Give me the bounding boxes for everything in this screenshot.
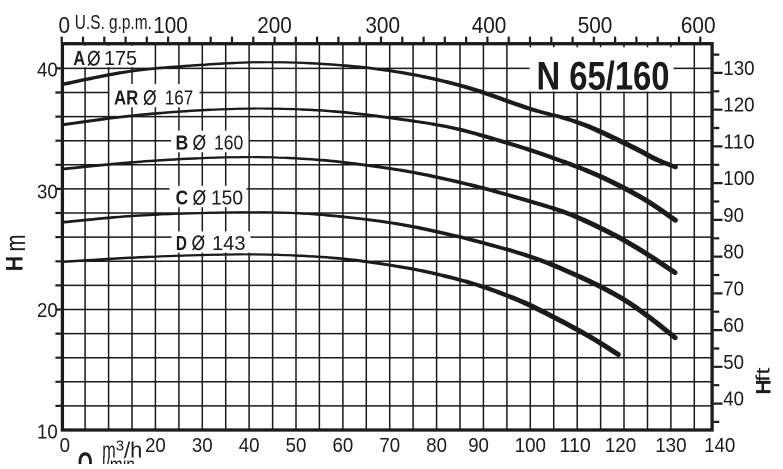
svg-text:B: B bbox=[176, 131, 189, 154]
svg-text:3: 3 bbox=[116, 437, 124, 454]
svg-text:167: 167 bbox=[165, 87, 193, 110]
svg-text:130: 130 bbox=[723, 57, 754, 80]
svg-text:110: 110 bbox=[723, 130, 754, 153]
svg-text:70: 70 bbox=[379, 434, 400, 457]
svg-text:U.S. g.p.m.: U.S. g.p.m. bbox=[75, 11, 152, 34]
svg-text:130: 130 bbox=[655, 434, 686, 457]
svg-text:90: 90 bbox=[723, 204, 744, 227]
svg-text:600: 600 bbox=[681, 12, 716, 38]
svg-text:100: 100 bbox=[153, 12, 188, 38]
svg-text:10: 10 bbox=[37, 420, 58, 443]
svg-text:40: 40 bbox=[723, 388, 744, 411]
svg-text:90: 90 bbox=[468, 434, 489, 457]
svg-text:200: 200 bbox=[257, 12, 292, 38]
svg-text:Q: Q bbox=[78, 448, 93, 465]
svg-text:150: 150 bbox=[211, 187, 243, 210]
svg-text:m: m bbox=[0, 235, 32, 252]
svg-text:175: 175 bbox=[104, 47, 137, 70]
svg-text:110: 110 bbox=[560, 434, 591, 457]
svg-text:60: 60 bbox=[723, 314, 744, 337]
svg-text:m: m bbox=[102, 438, 116, 463]
svg-text:A: A bbox=[73, 47, 85, 70]
svg-text:H: H bbox=[1, 256, 28, 272]
svg-text:400: 400 bbox=[472, 12, 507, 38]
svg-text:D: D bbox=[176, 232, 187, 255]
svg-text:70: 70 bbox=[723, 277, 744, 300]
svg-text:0: 0 bbox=[58, 12, 70, 38]
svg-text:160: 160 bbox=[214, 131, 243, 154]
svg-text:N 65/160: N 65/160 bbox=[537, 55, 670, 99]
svg-text:20: 20 bbox=[145, 434, 166, 457]
svg-text:l/min: l/min bbox=[102, 454, 135, 465]
svg-text:40: 40 bbox=[37, 59, 58, 82]
svg-text:H: H bbox=[752, 380, 775, 395]
svg-text:120: 120 bbox=[723, 94, 754, 117]
svg-text:50: 50 bbox=[723, 351, 744, 374]
svg-text:80: 80 bbox=[723, 241, 744, 264]
svg-text:50: 50 bbox=[286, 434, 307, 457]
svg-text:20: 20 bbox=[37, 299, 58, 322]
svg-text:300: 300 bbox=[365, 12, 400, 38]
svg-text:100: 100 bbox=[515, 434, 546, 457]
svg-text:80: 80 bbox=[426, 434, 447, 457]
svg-text:AR: AR bbox=[114, 87, 138, 110]
svg-text:C: C bbox=[176, 187, 189, 210]
svg-text:500: 500 bbox=[578, 12, 613, 38]
svg-text:143: 143 bbox=[212, 232, 246, 255]
svg-text:120: 120 bbox=[605, 434, 636, 457]
svg-text:140: 140 bbox=[704, 434, 735, 457]
svg-text:60: 60 bbox=[333, 434, 354, 457]
svg-text:0: 0 bbox=[60, 434, 70, 457]
svg-text:100: 100 bbox=[723, 167, 754, 190]
svg-text:30: 30 bbox=[192, 434, 213, 457]
svg-text:ft: ft bbox=[754, 367, 775, 382]
svg-text:/h: /h bbox=[124, 438, 142, 463]
svg-text:30: 30 bbox=[37, 181, 58, 204]
svg-text:40: 40 bbox=[239, 434, 260, 457]
